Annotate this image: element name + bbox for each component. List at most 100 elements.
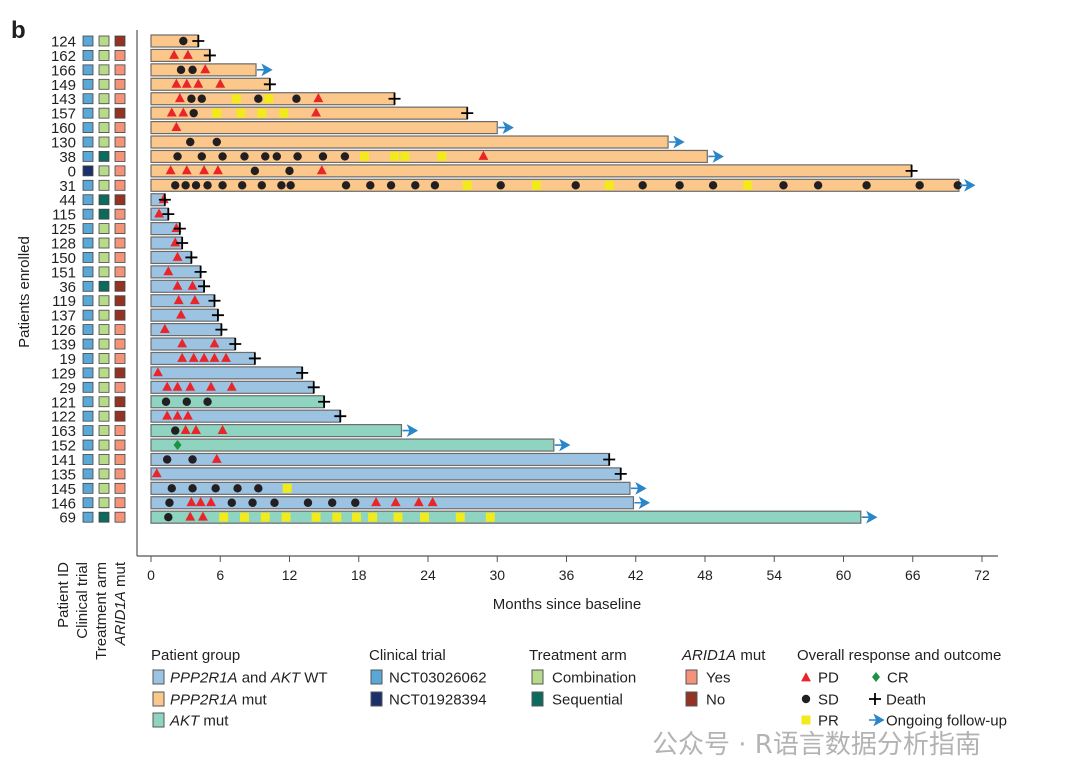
- patient-row: 143: [51, 91, 401, 108]
- sd-marker: [293, 152, 302, 161]
- arid1a-indicator: [114, 93, 126, 105]
- pd-marker: [169, 49, 180, 59]
- arid1a-indicator: [114, 309, 126, 321]
- pd-marker: [185, 381, 196, 391]
- clinical-trial-indicator: [82, 367, 94, 379]
- sd-marker: [162, 455, 172, 464]
- x-tick-label: 48: [697, 567, 713, 583]
- patient-id: 44: [59, 192, 76, 209]
- x-tick-label: 24: [420, 567, 436, 583]
- sd-marker: [188, 455, 197, 464]
- sd-marker: [233, 484, 242, 493]
- clinical-trial-indicator: [82, 410, 94, 422]
- clinical-trial-indicator: [82, 223, 94, 234]
- pd-marker: [162, 381, 173, 391]
- x-tick-label: 12: [282, 567, 298, 583]
- patient-row: 157: [51, 106, 474, 123]
- sd-marker: [227, 498, 236, 507]
- patient-id: 141: [51, 452, 76, 469]
- pr-marker: [390, 151, 400, 161]
- patient-row: 130: [51, 135, 685, 152]
- patient-row: 125: [51, 221, 186, 238]
- sd-marker: [270, 498, 279, 507]
- panel-label: b: [11, 17, 26, 44]
- clinical-trial-indicator: [82, 482, 94, 494]
- clinical-trial-indicator: [82, 237, 94, 249]
- arid1a-indicator: [114, 266, 126, 278]
- patient-id: 122: [51, 409, 76, 426]
- death-marker: [211, 309, 224, 322]
- pd-marker: [413, 497, 424, 507]
- pr-marker: [257, 108, 267, 118]
- death-marker: [198, 280, 211, 293]
- pr-marker: [368, 512, 378, 522]
- pr-marker: [279, 108, 289, 118]
- legend-title-clinical-trial: Clinical trial: [369, 647, 446, 664]
- sd-marker: [496, 181, 505, 190]
- arid1a-indicator: [114, 396, 126, 408]
- patient-row: 44: [59, 192, 171, 209]
- legend-label-ongoing: Ongoing follow-up: [886, 713, 1007, 730]
- clinical-trial-indicator: [82, 309, 94, 321]
- arid1a-indicator: [114, 252, 126, 263]
- treatment-arm-indicator: [98, 151, 110, 162]
- arid1a-indicator: [114, 410, 126, 422]
- ongoing-arrow: [634, 496, 651, 510]
- patient-id: 115: [52, 207, 76, 224]
- patient-row: 29: [59, 380, 320, 397]
- sd-marker: [197, 152, 206, 161]
- arid1a-indicator: [114, 497, 126, 509]
- pd-marker: [182, 410, 193, 420]
- pd-marker: [195, 497, 206, 507]
- legend-label-group: PPP2R1A and AKT WT: [170, 670, 328, 687]
- pd-marker: [211, 453, 222, 463]
- duration-bar: [150, 323, 223, 337]
- arid1a-italic: ARID1A: [112, 591, 129, 646]
- clinical-trial-indicator: [82, 136, 94, 148]
- death-marker: [192, 35, 205, 47]
- death-marker: [185, 251, 198, 264]
- legend-label-part: AKT: [270, 670, 302, 687]
- sd-marker: [212, 137, 221, 147]
- duration-bar: [150, 164, 913, 178]
- patient-row: 149: [51, 77, 276, 94]
- treatment-arm-indicator: [98, 497, 110, 509]
- patient-row: 166: [51, 62, 273, 79]
- pd-marker: [217, 424, 228, 435]
- pd-marker: [172, 280, 183, 290]
- sd-marker: [708, 181, 718, 190]
- pr-marker: [282, 483, 292, 493]
- patient-id: 121: [51, 394, 76, 411]
- arid1a-indicator: [114, 425, 126, 437]
- duration-bar: [150, 120, 498, 135]
- duration-bar: [150, 481, 631, 495]
- treatment-arm-indicator: [98, 179, 110, 191]
- arid1a-indicator: [114, 482, 126, 494]
- duration-bar: [150, 265, 202, 279]
- duration-bar: [150, 337, 236, 351]
- legend-label-part: mut: [238, 692, 268, 709]
- patient-row: 19: [59, 351, 261, 368]
- pr-marker: [260, 512, 270, 522]
- legend-title-arid1a: ARID1A mut: [681, 647, 766, 664]
- watermark: 公众号 · R语言数据分析指南: [652, 730, 981, 757]
- treatment-arm-indicator: [98, 122, 110, 133]
- legend-title-patient-group: Patient group: [151, 647, 240, 664]
- legend-pr-icon: [801, 715, 811, 725]
- pd-marker: [311, 107, 321, 117]
- death-marker: [263, 78, 276, 91]
- pd-marker: [182, 49, 193, 59]
- treatment-arm-indicator: [98, 324, 110, 336]
- sd-marker: [675, 181, 684, 190]
- sd-marker: [218, 152, 227, 161]
- legend-title-rest: mut: [736, 647, 766, 664]
- sd-marker: [164, 512, 173, 522]
- legend-death-icon: [869, 693, 881, 705]
- x-tick-label: 72: [974, 567, 990, 583]
- sd-marker: [186, 137, 195, 147]
- patient-row: 115: [52, 207, 175, 224]
- treatment-arm-indicator: [98, 425, 110, 437]
- patient-id: 139: [51, 337, 76, 354]
- sd-marker: [203, 181, 212, 190]
- pd-marker: [172, 410, 183, 420]
